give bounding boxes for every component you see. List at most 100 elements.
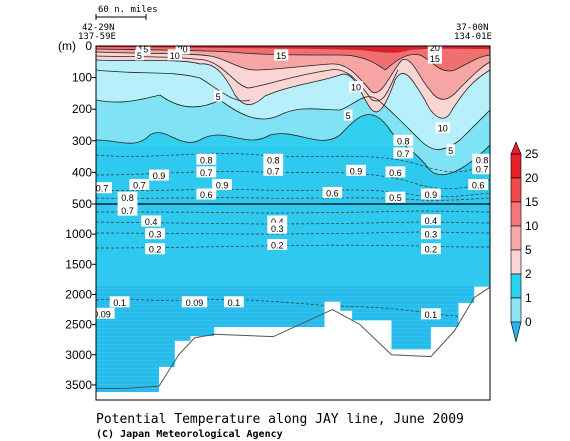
contour-label: 0.6 <box>326 188 339 198</box>
contour-label-bg <box>181 296 208 308</box>
contour-label-bg <box>263 153 284 165</box>
colorbar-tick-label: 10 <box>525 219 539 233</box>
contour-label: 10 <box>351 83 361 93</box>
contour-label-bg <box>196 188 217 200</box>
contour-label-bg <box>472 163 490 175</box>
contour-label-bg <box>472 153 490 165</box>
contour-label-bg <box>129 179 150 191</box>
contour-label: 0.7 <box>121 206 134 216</box>
contour-label: 0.9 <box>153 171 166 181</box>
colorbar-segment <box>510 225 522 251</box>
west-latitude: 42-29N <box>82 23 115 33</box>
contour-label: 0.5 <box>389 193 402 203</box>
colorbar-tick-label: 0 <box>525 315 532 329</box>
contour-label: 0.3 <box>425 230 438 240</box>
colorbar-segment <box>510 153 522 179</box>
contour-labels: 155201015510520151050.80.70.80.70.80.70.… <box>93 43 490 320</box>
contour-label: 10 <box>438 124 448 134</box>
contour-label: 0.6 <box>200 190 213 200</box>
contour-label: 20 <box>178 45 188 55</box>
contour-label-bg <box>435 122 450 134</box>
contour-label-bg <box>446 144 455 156</box>
contour-label: 0.2 <box>149 245 162 255</box>
contour-label: 0.8 <box>267 155 280 165</box>
contour-label: 0.3 <box>271 224 284 234</box>
contour-label: 0.9 <box>216 181 229 191</box>
colorbar-tick-label: 15 <box>525 195 539 209</box>
contour-label-bg <box>393 134 414 146</box>
colorbar-upper-extension <box>510 141 522 155</box>
contour-label: 0.7 <box>200 168 213 178</box>
contour-label: 0.7 <box>476 165 489 175</box>
contour-label: 0.7 <box>267 166 280 176</box>
contour-label: 0.7 <box>96 184 109 194</box>
chart-title: Potential Temperature along JAY line, Ju… <box>96 412 464 427</box>
contour-label: 0.6 <box>472 181 485 191</box>
y-tick-label: 400 <box>72 165 92 179</box>
contour-label-bg <box>427 46 442 53</box>
y-tick-label: 1000 <box>65 227 92 241</box>
contour-label: 0.7 <box>397 149 410 159</box>
y-tick-label: 100 <box>72 71 92 85</box>
contour-label-bg <box>385 191 406 203</box>
colorbar-segment <box>510 249 522 275</box>
contour-label: 0.3 <box>149 230 162 240</box>
contour-label: 0.1 <box>425 310 438 320</box>
contour-label-bg <box>117 204 138 216</box>
east-longitude: 134-01E <box>454 32 492 42</box>
contour-label-bg <box>385 166 406 178</box>
contour-label: 15 <box>276 51 286 61</box>
contour-label-bg <box>421 214 441 226</box>
plot-area: 155201015510520151050.80.70.80.70.80.70.… <box>93 43 490 400</box>
contour-label-bg <box>96 307 115 319</box>
contour-label: 0.09 <box>93 309 111 319</box>
warm-surface-band-20 <box>96 46 490 53</box>
contour-label: 0.2 <box>271 241 284 251</box>
contour-label-bg <box>421 188 441 200</box>
contour-label-bg <box>145 228 165 240</box>
contour-label-bg <box>175 46 190 55</box>
y-tick-label: 3500 <box>65 378 92 392</box>
contour-label-bg <box>145 243 165 255</box>
contour-label-bg <box>109 296 130 308</box>
seabed-fill <box>96 286 490 400</box>
colorbar-tick-label: 1 <box>525 291 532 305</box>
contour-label: 15 <box>430 54 440 64</box>
contour-label: 5 <box>216 92 221 102</box>
y-tick-label: 0 <box>85 39 92 53</box>
y-tick-label: 1500 <box>65 257 92 271</box>
colorbar-segment <box>510 273 522 299</box>
contour-label-bg <box>167 49 182 61</box>
contour-label-bg <box>263 164 284 176</box>
colorbar-tick-label: 5 <box>525 243 532 257</box>
contour-label: 0.8 <box>200 155 213 165</box>
plot-frame <box>95 45 491 401</box>
contour-label-bg <box>421 308 441 320</box>
y-axis: 0 100 200 300 400 500 1000 1500 2000 2500 3000 3500 <box>65 39 96 392</box>
west-longitude: 137-59E <box>78 32 116 42</box>
contour-label-bg <box>213 90 223 102</box>
contour-label-bg <box>267 215 288 227</box>
y-tick-label: 300 <box>72 134 92 148</box>
contour-label: 0.1 <box>228 298 241 308</box>
contour-label: 0.2 <box>425 245 438 255</box>
contour-label: 5 <box>137 51 142 61</box>
contour-label-bg <box>346 164 366 176</box>
contour-label: 10 <box>170 51 180 61</box>
contour-label-bg <box>348 81 364 93</box>
contour-label: 0.8 <box>121 193 134 203</box>
contour-label: 5 <box>346 111 351 121</box>
contour-label-bg <box>149 169 169 181</box>
y-tick-label: 2000 <box>65 287 92 301</box>
contour-label: 0.8 <box>397 136 410 146</box>
contour-label: 0.7 <box>133 181 146 191</box>
contour-label-bg <box>135 49 144 61</box>
east-latitude: 37-00N <box>456 23 489 33</box>
contour-label-bg <box>196 153 217 165</box>
contour-label: 0.4 <box>271 217 284 227</box>
contour-label: 20 <box>430 43 440 53</box>
colorbar-segment <box>510 177 522 203</box>
contour-label-bg <box>117 191 138 203</box>
contour-label: 0.1 <box>113 298 126 308</box>
